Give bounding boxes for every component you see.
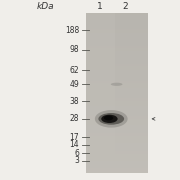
Ellipse shape [111, 83, 122, 86]
Text: 98: 98 [70, 45, 79, 54]
Text: 2: 2 [122, 2, 128, 11]
Text: 49: 49 [69, 80, 79, 89]
Ellipse shape [98, 113, 124, 125]
Text: kDa: kDa [36, 2, 54, 11]
Text: 14: 14 [70, 140, 79, 149]
Text: 3: 3 [74, 156, 79, 165]
Ellipse shape [95, 110, 128, 128]
Text: 28: 28 [70, 114, 79, 123]
Bar [86, 13, 114, 173]
Ellipse shape [104, 116, 113, 120]
Bar [86, 13, 148, 173]
Ellipse shape [101, 115, 118, 123]
Text: 38: 38 [70, 97, 79, 106]
Text: 6: 6 [74, 149, 79, 158]
Text: 188: 188 [65, 26, 79, 35]
Text: 17: 17 [70, 133, 79, 142]
Text: 1: 1 [97, 2, 103, 11]
Text: 62: 62 [70, 66, 79, 75]
